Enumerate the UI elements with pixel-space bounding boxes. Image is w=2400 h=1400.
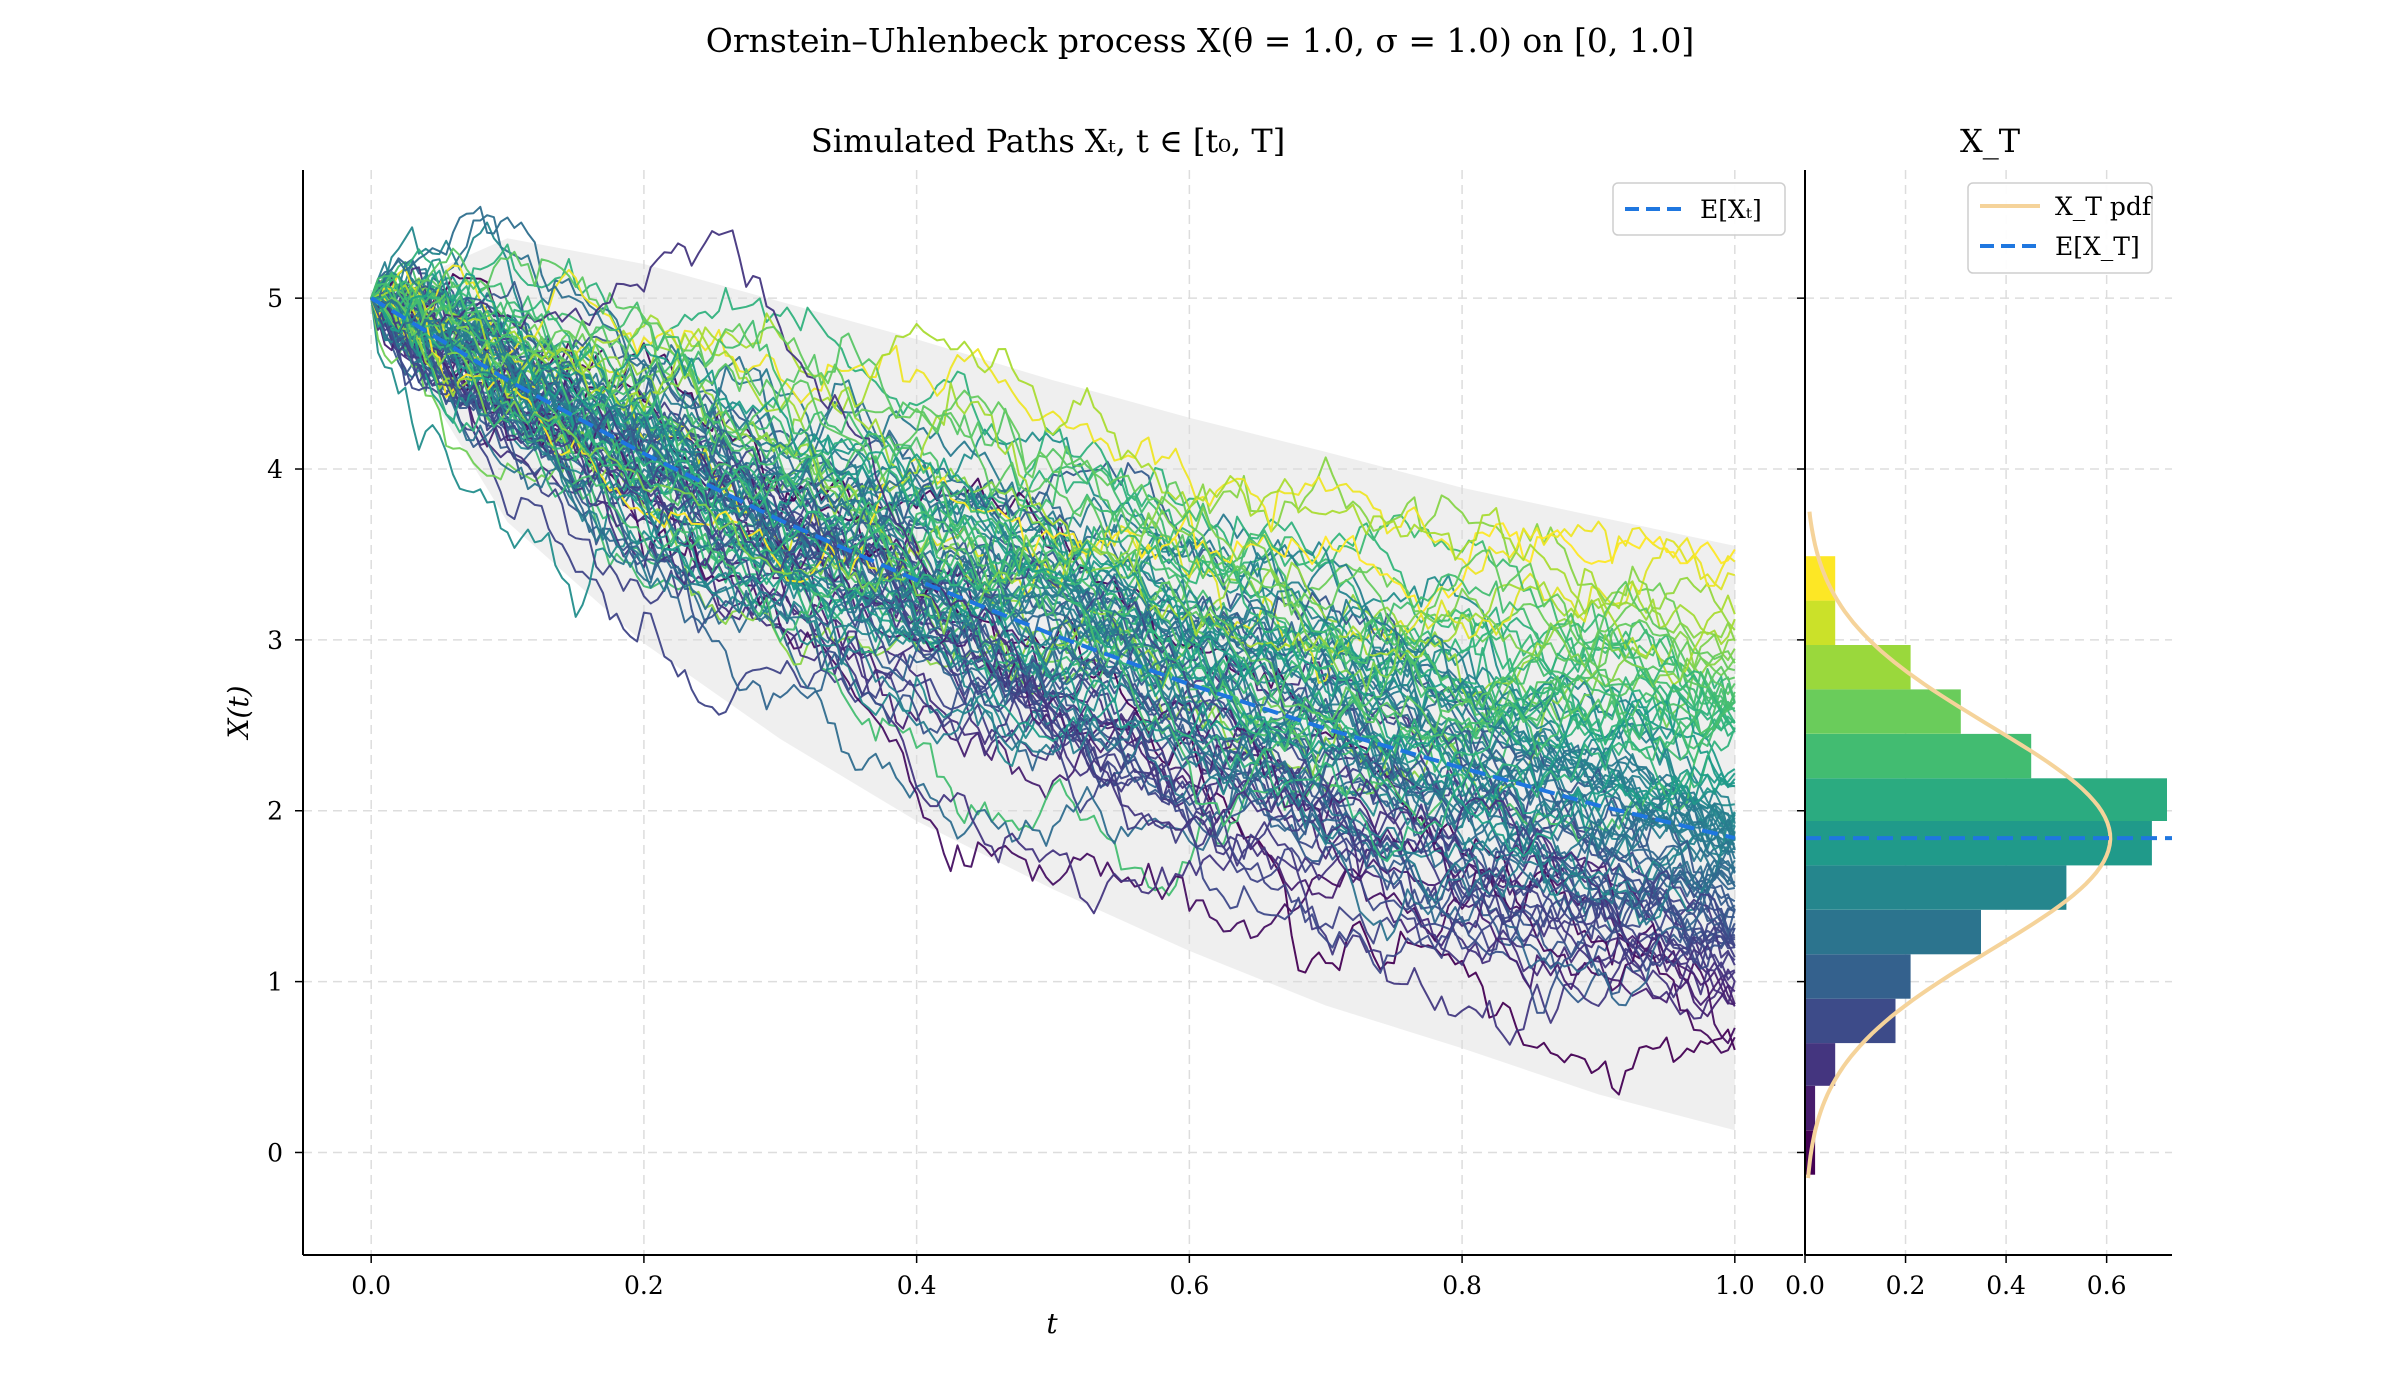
simulated-path <box>370 297 1736 849</box>
simulated-path <box>370 297 1736 702</box>
simulated-path <box>370 282 1736 827</box>
paths-grid <box>303 170 1803 1255</box>
simulated-path <box>370 297 1736 974</box>
terminal-pdf-curve <box>1806 511 2113 1179</box>
histogram-bar <box>1805 645 1911 690</box>
histogram-bar <box>1805 1043 1836 1086</box>
simulated-path <box>370 293 1736 1018</box>
terminal-x-tick-label: 0.2 <box>1886 1271 1926 1300</box>
terminal-distribution-panel: X_T 0.0 0.2 0.4 0.6 X_T pdf E[X_T] <box>1785 122 2172 1300</box>
terminal-x-tick-label: 0.0 <box>1785 1271 1825 1300</box>
figure-suptitle: Ornstein–Uhlenbeck process X(θ = 1.0, σ … <box>706 21 1694 60</box>
paths-x-tick-label: 0.0 <box>351 1271 391 1300</box>
terminal-legend: X_T pdf E[X_T] <box>1967 182 2153 274</box>
terminal-x-tick-label: 0.6 <box>2087 1271 2127 1300</box>
simulated-path <box>370 297 1736 1020</box>
paths-panel-title: Simulated Paths Xₜ, t ∈ [t₀, T] <box>811 122 1285 160</box>
terminal-axes <box>1804 170 2172 1256</box>
simulated-path <box>370 247 1736 733</box>
paths-legend-box <box>1612 182 1786 236</box>
simulated-path <box>370 274 1736 709</box>
paths-y-tick-label: 1 <box>267 968 283 997</box>
simulated-path <box>370 262 1736 841</box>
paths-x-tick-label: 0.6 <box>1169 1271 1209 1300</box>
paths-y-tick-label: 0 <box>267 1138 283 1167</box>
simulated-path <box>370 272 1736 761</box>
histogram-bar <box>1805 1085 1816 1131</box>
simulated-path <box>370 297 1736 966</box>
simulated-path <box>370 291 1736 856</box>
histogram-bar <box>1805 865 2067 910</box>
simulated-path <box>370 229 1736 979</box>
paths-y-tick-label: 2 <box>267 797 283 826</box>
simulated-path <box>371 280 1736 914</box>
paths-panel: Simulated Paths Xₜ, t ∈ [t₀, T] 0.0 0.2 0.… <box>222 122 1803 1340</box>
simulated-path <box>370 283 1736 771</box>
simulated-path <box>370 291 1736 672</box>
simulated-path <box>370 296 1736 824</box>
terminal-legend-pdf-label: X_T pdf <box>2055 192 2153 221</box>
paths-y-tick-label: 4 <box>267 455 283 484</box>
paths-y-tick-label: 3 <box>267 626 283 655</box>
expectation-line-group <box>370 296 1736 841</box>
histogram-bar <box>1805 909 1981 955</box>
paths-legend-mean-label: E[Xₜ] <box>1700 195 1762 224</box>
histogram-bar <box>1805 821 2152 866</box>
terminal-legend-mean-label: E[X_T] <box>2055 232 2140 261</box>
paths-x-tick-label: 0.2 <box>624 1271 664 1300</box>
histogram-bar <box>1805 600 1836 645</box>
terminal-pdf-group <box>1806 511 2113 1179</box>
paths-axes <box>302 170 1803 1256</box>
paths-y-tick-label: 5 <box>267 284 283 313</box>
histogram-bar <box>1805 998 1896 1044</box>
paths-x-axis-label: t <box>1046 1307 1058 1340</box>
simulated-path <box>370 295 1736 863</box>
paths-x-tick-label: 0.4 <box>897 1271 937 1300</box>
terminal-panel-title: X_T <box>1960 122 2021 160</box>
simulated-path <box>370 288 1736 760</box>
histogram-bar <box>1805 733 2032 779</box>
paths-legend: E[Xₜ] <box>1612 182 1786 236</box>
simulated-path <box>370 297 1736 942</box>
terminal-histogram <box>1805 556 2167 1175</box>
terminal-x-tick-label: 0.4 <box>1986 1271 2026 1300</box>
simulated-path <box>370 287 1736 684</box>
histogram-bar <box>1805 778 2167 821</box>
expectation-line <box>370 296 1736 841</box>
terminal-ticks: 0.0 0.2 0.4 0.6 <box>1785 297 2127 1300</box>
simulated-paths <box>370 205 1736 1096</box>
paths-x-tick-label: 0.8 <box>1442 1271 1482 1300</box>
simulated-path <box>370 214 1736 883</box>
simulated-path <box>370 281 1736 686</box>
histogram-bar <box>1805 689 1961 734</box>
paths-y-axis-label: X(t) <box>222 685 255 740</box>
simulated-path <box>370 250 1736 734</box>
paths-ticks: 0.0 0.2 0.4 0.6 0.8 1.0 0 1 2 3 4 5 <box>267 284 1755 1300</box>
paths-x-tick-label: 1.0 <box>1715 1271 1755 1300</box>
histogram-bar <box>1805 954 1911 999</box>
simulated-path <box>370 269 1736 858</box>
